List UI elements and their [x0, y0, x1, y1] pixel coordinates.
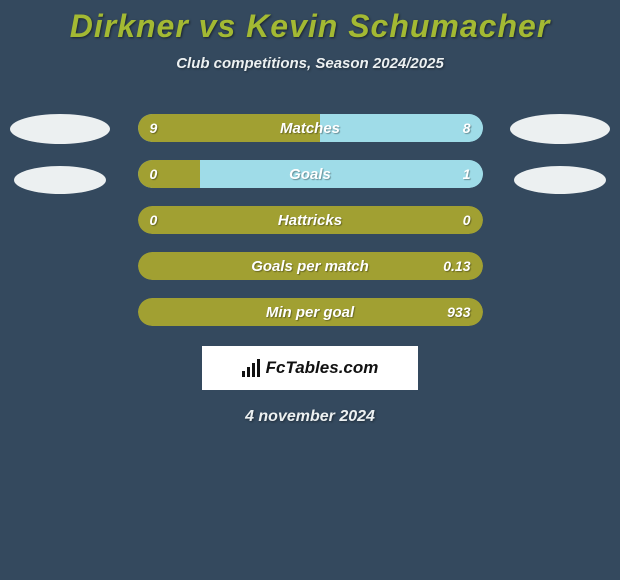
- stat-bar-left: [138, 160, 200, 188]
- player1-markers-column: [10, 114, 110, 216]
- bar-chart-icon: [242, 359, 260, 377]
- brand-box[interactable]: FcTables.com: [202, 346, 418, 390]
- player1-name: Dirkner: [70, 8, 189, 44]
- vs-text: vs: [199, 8, 237, 44]
- player2-marker: [514, 166, 606, 194]
- stat-row: Goals per match0.13: [138, 252, 483, 280]
- stat-bar-bg: [138, 298, 483, 326]
- page-title: Dirkner vs Kevin Schumacher: [0, 0, 620, 45]
- player1-marker: [10, 114, 110, 144]
- stat-bar-right: [320, 114, 482, 142]
- stat-bar-bg: [138, 252, 483, 280]
- stat-row: Hattricks00: [138, 206, 483, 234]
- stat-bar-left: [138, 114, 321, 142]
- stat-bar-bg: [138, 206, 483, 234]
- player2-name: Kevin Schumacher: [246, 8, 550, 44]
- stat-rows: Matches98 Goals01 Hattricks00 Goals per mat…: [138, 114, 483, 326]
- stat-row: Goals01: [138, 160, 483, 188]
- player1-marker: [14, 166, 106, 194]
- player2-markers-column: [510, 114, 610, 216]
- date-text: 4 november 2024: [0, 408, 620, 426]
- stat-bar-right: [200, 160, 483, 188]
- stat-row: Min per goal933: [138, 298, 483, 326]
- stat-row: Matches98: [138, 114, 483, 142]
- comparison-chart: Matches98 Goals01 Hattricks00 Goals per mat…: [0, 114, 620, 326]
- brand-text: FcTables.com: [266, 358, 379, 378]
- player2-marker: [510, 114, 610, 144]
- subtitle: Club competitions, Season 2024/2025: [0, 55, 620, 72]
